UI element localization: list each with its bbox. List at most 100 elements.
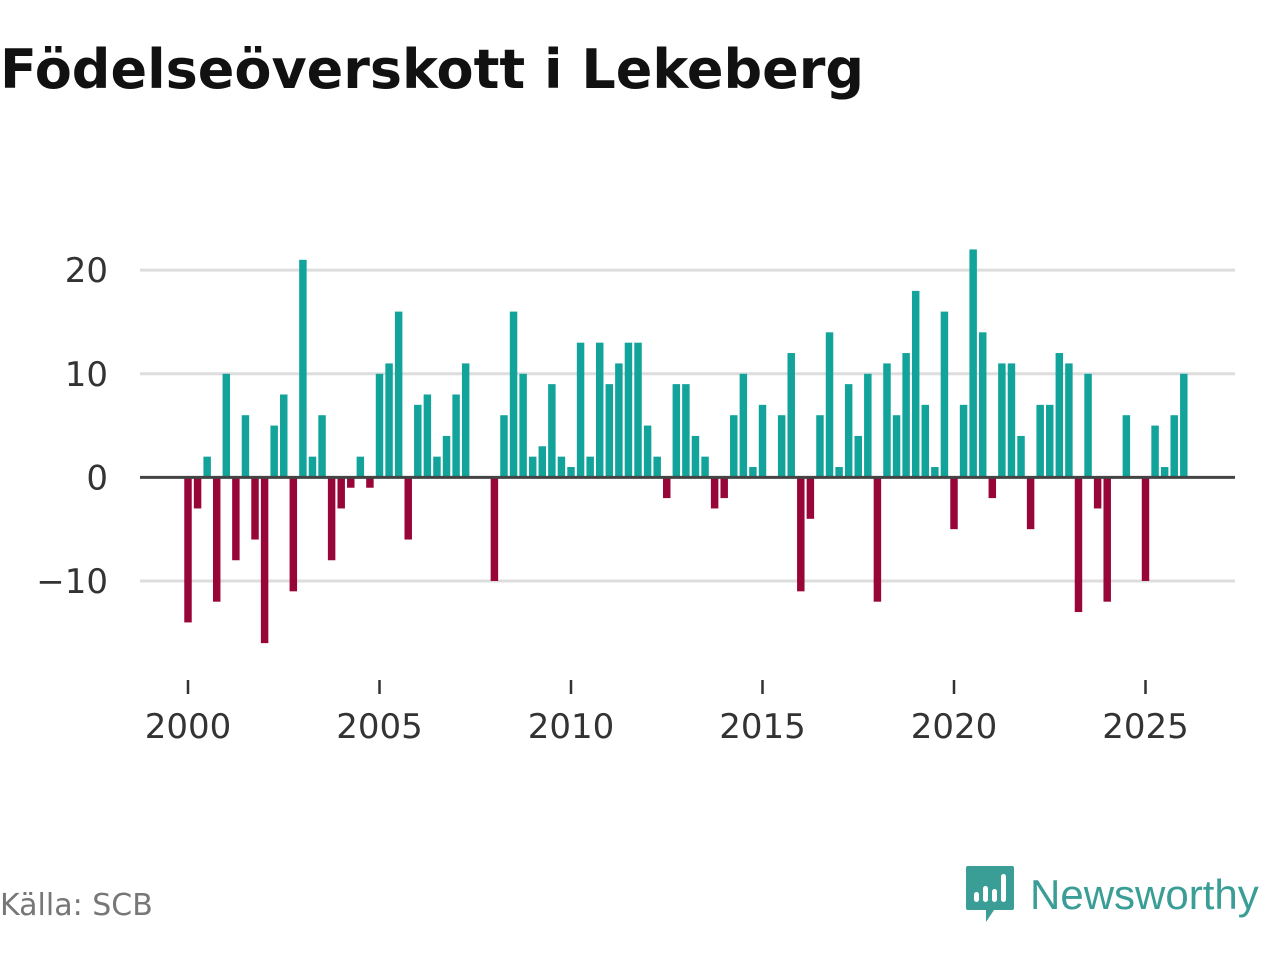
bar — [1141, 477, 1150, 581]
bar — [720, 477, 728, 499]
bars — [184, 249, 1188, 644]
brand-logo[interactable]: Newsworthy — [964, 864, 1259, 926]
bar — [184, 477, 192, 623]
bar — [1170, 415, 1178, 478]
bar — [232, 477, 240, 561]
bar — [212, 477, 221, 602]
bar — [241, 415, 250, 478]
bar — [605, 384, 614, 478]
bar — [911, 290, 920, 478]
bar — [280, 394, 288, 478]
bar — [538, 446, 547, 478]
bar — [347, 477, 355, 488]
bar — [921, 404, 930, 478]
bar — [1151, 425, 1159, 478]
bar — [576, 342, 585, 478]
bar — [1074, 477, 1083, 613]
bar — [1122, 415, 1131, 478]
bar — [385, 363, 393, 478]
bar — [624, 342, 633, 478]
bar — [777, 415, 786, 478]
bar — [1103, 477, 1111, 602]
bar — [730, 415, 738, 478]
newsworthy-logo-icon — [966, 866, 1014, 922]
bar — [701, 456, 709, 478]
bar — [1036, 404, 1044, 478]
y-tick-label: 0 — [86, 458, 108, 498]
bar — [299, 259, 307, 478]
bar — [1046, 404, 1054, 478]
x-tick-label: 2010 — [528, 707, 615, 747]
y-tick-label: −10 — [36, 562, 108, 602]
bar — [414, 404, 422, 478]
bar — [643, 425, 652, 478]
brand-name: Newsworthy — [1030, 871, 1259, 918]
bar — [682, 384, 690, 478]
bar — [567, 467, 575, 478]
x-tick-label: 2020 — [911, 707, 998, 747]
bar — [356, 456, 365, 478]
bar — [883, 363, 891, 478]
bar — [519, 373, 527, 478]
bar — [1007, 363, 1016, 478]
bar — [758, 404, 767, 478]
bar — [950, 477, 958, 530]
bar — [595, 342, 604, 478]
bar — [854, 435, 862, 478]
x-tick-label: 2000 — [145, 707, 232, 747]
gridlines — [140, 268, 1235, 583]
bar — [825, 332, 834, 478]
bar — [816, 415, 824, 478]
bar — [959, 404, 968, 478]
bar — [873, 477, 882, 602]
bar — [327, 477, 336, 561]
bar — [394, 311, 403, 478]
bar — [653, 456, 661, 478]
bar — [452, 394, 460, 478]
bar — [940, 311, 949, 478]
bar — [902, 353, 910, 478]
x-tick-label: 2025 — [1102, 707, 1189, 747]
x-tick-label: 2015 — [719, 707, 806, 747]
bar — [375, 373, 384, 478]
axes: −10 0 10 20 2000 2005 2010 2015 2020 2025 — [36, 251, 1235, 747]
bar — [1084, 373, 1092, 478]
bar — [490, 477, 499, 581]
bar — [998, 363, 1006, 478]
bar — [1065, 363, 1073, 478]
y-tick-label: 20 — [65, 251, 108, 291]
bar — [337, 477, 345, 509]
bar — [423, 394, 432, 478]
bar — [461, 363, 470, 478]
bar — [1180, 373, 1188, 478]
x-tick-label: 2005 — [336, 707, 423, 747]
source-label: Källa: SCB — [0, 888, 153, 923]
bar — [289, 477, 298, 592]
bar — [1026, 477, 1035, 530]
bar — [366, 477, 374, 488]
bar — [318, 415, 326, 478]
bar — [203, 456, 211, 478]
bar — [222, 373, 231, 478]
bar — [308, 456, 317, 478]
bar — [969, 249, 977, 478]
bar — [749, 467, 757, 478]
bar — [739, 373, 748, 478]
bar — [835, 467, 843, 478]
bar — [864, 373, 872, 478]
bar — [634, 342, 642, 478]
bar — [548, 384, 556, 478]
bar — [528, 456, 537, 478]
bar — [404, 477, 412, 540]
bar — [442, 435, 451, 478]
bar — [710, 477, 719, 509]
bar — [672, 384, 681, 478]
bar — [1055, 353, 1064, 478]
bar — [844, 384, 853, 478]
bar — [615, 363, 623, 478]
bar — [978, 332, 987, 478]
bar — [691, 435, 700, 478]
bar — [787, 353, 795, 478]
bar — [892, 415, 901, 478]
